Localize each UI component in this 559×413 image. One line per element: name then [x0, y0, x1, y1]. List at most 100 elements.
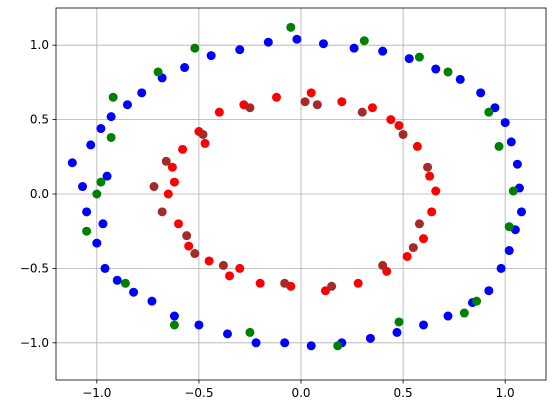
data-point — [484, 286, 494, 296]
data-point — [108, 92, 118, 102]
grid-lines — [56, 8, 546, 380]
x-tick-label: 0.5 — [394, 386, 413, 400]
data-point — [100, 263, 110, 273]
data-point — [306, 88, 316, 98]
data-point — [190, 249, 200, 259]
data-point — [169, 177, 179, 187]
data-point — [235, 263, 245, 273]
y-tick-label: −1.0 — [20, 336, 49, 350]
data-point — [96, 177, 106, 187]
data-point — [190, 43, 200, 53]
data-point — [517, 207, 526, 217]
data-point — [147, 296, 157, 306]
data-point — [504, 246, 514, 256]
data-point — [419, 320, 428, 330]
data-point — [398, 129, 408, 139]
data-point — [357, 107, 367, 117]
data-point — [157, 207, 167, 217]
data-point — [353, 278, 363, 288]
data-point — [327, 281, 337, 291]
data-point — [194, 320, 204, 330]
data-point — [112, 275, 122, 285]
data-point — [427, 207, 437, 217]
data-point — [306, 341, 316, 351]
data-point — [163, 189, 173, 199]
data-point — [386, 115, 396, 125]
data-point — [392, 327, 402, 337]
data-point — [137, 88, 147, 98]
data-point — [292, 34, 302, 44]
data-point — [92, 189, 102, 199]
data-point — [506, 137, 516, 147]
data-point — [443, 311, 453, 321]
data-point — [78, 182, 88, 192]
data-point — [96, 124, 106, 134]
data-point — [214, 107, 224, 117]
axis-ticks: −1.0 −0.5 0.0 0.5 1.0 −1.0 −0.5 0.0 0.5 1.0 — [20, 38, 515, 400]
data-point — [184, 241, 194, 251]
data-point — [300, 97, 310, 107]
data-point — [153, 67, 163, 77]
data-point — [169, 311, 179, 321]
data-point — [122, 100, 132, 110]
data-point — [120, 278, 130, 288]
data-point — [378, 260, 388, 270]
data-point — [394, 317, 404, 327]
x-tick-label: −0.5 — [184, 386, 213, 400]
data-point — [204, 256, 214, 266]
data-point — [431, 186, 441, 196]
data-point — [318, 39, 328, 49]
data-point — [367, 103, 377, 113]
data-point — [280, 278, 290, 288]
data-point — [106, 112, 116, 122]
data-point — [286, 22, 296, 32]
data-point — [218, 260, 228, 270]
data-point — [225, 271, 235, 281]
data-point — [92, 238, 102, 248]
data-point — [67, 158, 77, 168]
data-point — [378, 46, 388, 56]
data-point — [508, 186, 518, 196]
data-point — [459, 308, 469, 318]
data-point — [408, 243, 418, 253]
y-tick-label: 0.5 — [30, 113, 49, 127]
data-point — [169, 320, 179, 330]
data-point — [425, 171, 435, 181]
data-point — [251, 338, 261, 348]
data-point — [512, 159, 522, 169]
data-point — [414, 52, 424, 62]
data-point — [149, 182, 159, 192]
data-point — [180, 63, 190, 73]
data-point — [312, 100, 322, 110]
data-point — [333, 341, 343, 351]
data-point — [102, 171, 112, 181]
data-point — [394, 121, 404, 131]
data-point — [500, 118, 510, 128]
data-point — [272, 92, 281, 102]
data-point — [198, 129, 208, 139]
data-point — [443, 67, 453, 77]
data-point — [349, 43, 359, 53]
data-point — [402, 251, 412, 261]
data-point — [178, 144, 188, 154]
data-point — [280, 338, 290, 348]
data-point — [414, 219, 424, 229]
data-point — [472, 296, 482, 306]
data-point — [404, 54, 414, 64]
data-point — [365, 333, 375, 343]
data-point — [359, 36, 369, 46]
data-point — [167, 162, 177, 172]
data-point — [174, 219, 183, 229]
data-point — [200, 138, 210, 148]
data-point — [255, 278, 265, 288]
data-point — [182, 231, 192, 241]
y-tick-label: −0.5 — [20, 261, 49, 275]
data-point — [206, 51, 216, 61]
data-point — [98, 219, 108, 229]
data-point — [82, 226, 92, 236]
data-point — [263, 37, 273, 47]
data-point — [337, 97, 347, 107]
data-point — [223, 329, 232, 339]
x-tick-label: 1.0 — [496, 386, 515, 400]
